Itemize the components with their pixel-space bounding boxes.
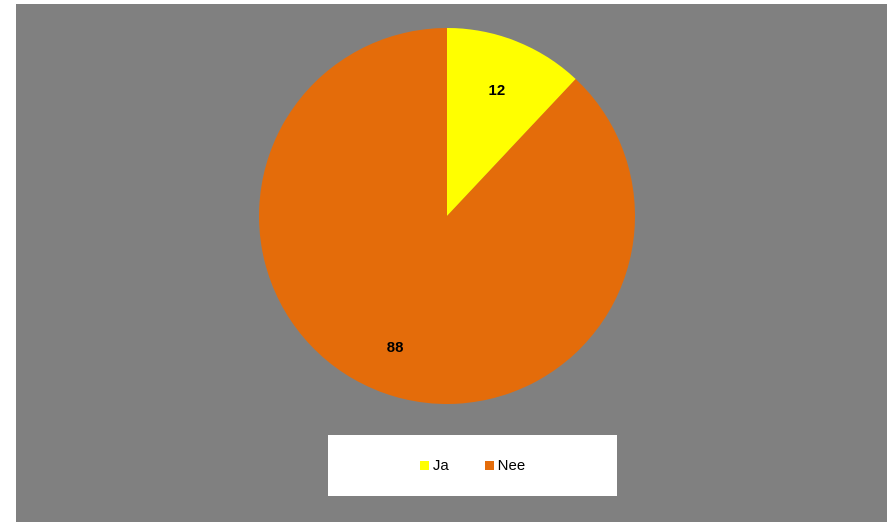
legend-swatch-nee <box>484 461 494 470</box>
legend-swatch-ja <box>419 461 429 470</box>
legend: Ja Nee <box>328 435 617 496</box>
data-label-nee: 88 <box>387 339 404 356</box>
legend-label-ja: Ja <box>432 457 449 474</box>
pie-slice-ja <box>447 28 576 216</box>
legend-label-nee: Nee <box>497 457 526 474</box>
legend-item-ja: Ja <box>419 457 449 474</box>
legend-item-nee: Nee <box>484 457 526 474</box>
data-label-ja: 12 <box>488 82 505 99</box>
chart-area: 12 88 Ja Nee <box>16 4 887 522</box>
pie-slice-nee <box>259 28 635 404</box>
